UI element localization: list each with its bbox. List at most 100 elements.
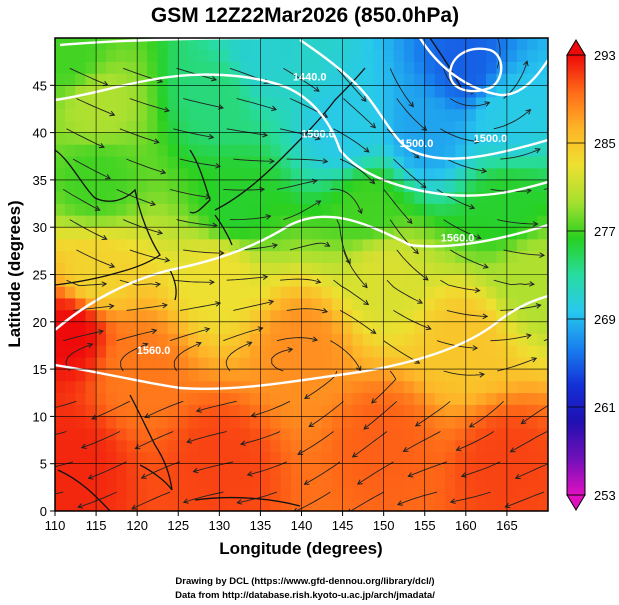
field-cell (434, 215, 446, 228)
field-cell (147, 191, 159, 204)
field-cell (301, 274, 313, 287)
streamline (415, 400, 451, 427)
field-cell (352, 333, 364, 346)
field-cell (393, 427, 405, 441)
field-cell (496, 167, 508, 181)
field-cell (95, 262, 107, 275)
streamline (449, 249, 489, 268)
colorbar-label: 285 (594, 136, 616, 151)
field-cell (311, 144, 323, 157)
field-cell (537, 120, 548, 133)
field-cell (198, 85, 210, 98)
field-cell (373, 108, 384, 122)
field-cell (414, 487, 426, 500)
field-cell (362, 498, 374, 511)
field-cell (496, 203, 508, 216)
field-cell (475, 475, 487, 488)
field-cell (301, 380, 313, 394)
field-cell (136, 132, 148, 145)
streamline (62, 189, 100, 211)
field-cell (95, 356, 107, 370)
field-cell (280, 191, 292, 204)
field-cell (239, 333, 251, 346)
field-cell (55, 297, 66, 311)
field-cell (208, 132, 220, 145)
streamline (304, 370, 338, 399)
field-cell (455, 451, 467, 464)
field-cell (280, 380, 292, 394)
field-cell (403, 203, 415, 216)
field-cell (157, 498, 169, 511)
field-cell (177, 333, 189, 346)
field-cell (321, 61, 333, 74)
field-cell (486, 345, 497, 358)
field-cell (321, 404, 333, 417)
field-cell (311, 439, 323, 453)
field-cell (342, 132, 354, 145)
field-cell (311, 309, 323, 323)
field-cell (167, 297, 179, 311)
field-cell (270, 203, 282, 216)
field-cell (342, 250, 354, 263)
field-cell (198, 345, 210, 358)
field-cell (527, 191, 539, 204)
field-cell (249, 85, 261, 98)
field-cell (280, 427, 292, 441)
field-cell (147, 238, 159, 252)
y-tick-label: 0 (40, 504, 47, 519)
field-cell (516, 250, 528, 263)
field-cell (85, 439, 97, 453)
field-cell (393, 380, 405, 394)
field-cell (403, 179, 415, 193)
field-cell (393, 167, 405, 181)
field-cell (486, 356, 497, 370)
field-cell (106, 262, 117, 275)
streamline-arrow (407, 472, 414, 478)
field-cell (373, 132, 384, 145)
x-tick-label: 110 (45, 518, 66, 533)
streamline (141, 461, 181, 479)
field-cell (219, 498, 230, 511)
field-cell (219, 179, 230, 193)
field-cell (280, 487, 292, 500)
field-cell (321, 203, 333, 216)
streamline-arrow (479, 371, 486, 378)
field-cell (55, 226, 66, 240)
field-cell (208, 498, 220, 511)
field-cell (208, 144, 220, 157)
streamline-arrow (356, 479, 363, 485)
field-cell (219, 356, 230, 370)
field-cell (147, 439, 159, 453)
field-cell (208, 262, 220, 275)
field-cell (239, 73, 251, 86)
field-cell (198, 475, 210, 488)
field-cell (270, 61, 282, 74)
field-cell (290, 487, 302, 500)
field-cell (444, 498, 456, 511)
field-cell (208, 38, 220, 51)
x-tick-label: 160 (455, 518, 477, 533)
field-cell (85, 475, 97, 488)
field-cell (167, 85, 179, 98)
streamline (237, 491, 278, 504)
field-cell (496, 427, 508, 441)
field-cell (219, 96, 230, 110)
field-cell (106, 498, 117, 511)
field-cell (455, 49, 467, 62)
field-cell (362, 475, 374, 488)
field-cell (270, 108, 282, 122)
field-cell (403, 498, 415, 511)
field-cell (260, 416, 271, 429)
field-cell (75, 321, 87, 334)
field-cell (270, 132, 282, 145)
field-cell (55, 427, 66, 441)
field-cell (116, 238, 128, 252)
field-cell (455, 439, 467, 453)
field-cell (280, 368, 292, 382)
field-cell (249, 38, 261, 51)
field-cell (167, 451, 179, 464)
field-cell (55, 404, 66, 417)
field-cell (444, 120, 456, 133)
field-cell (64, 451, 76, 464)
field-cell (260, 356, 271, 370)
